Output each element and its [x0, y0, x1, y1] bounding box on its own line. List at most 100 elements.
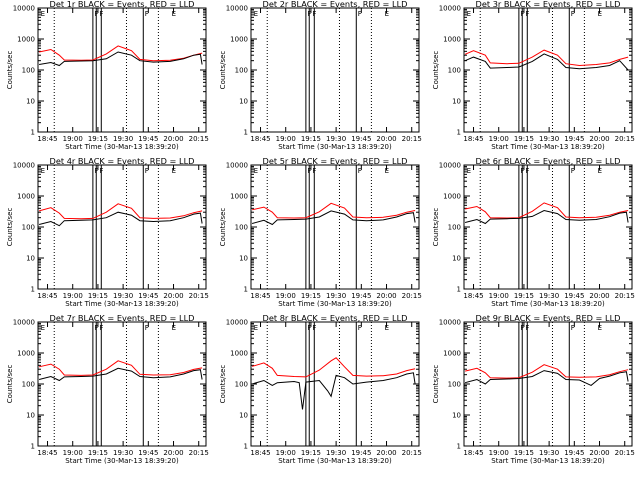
- y-tick-label: 1: [244, 443, 248, 451]
- flag-marker: F: [520, 167, 524, 175]
- x-axis-label: Start Time (30-Mar-13 18:39:20): [278, 300, 392, 308]
- plot-frame: [250, 164, 420, 290]
- y-tick-label: 100: [448, 67, 461, 75]
- x-tick-label: 19:45: [138, 292, 158, 300]
- x-tick-label: 19:15: [301, 449, 321, 457]
- flag-marker: F: [145, 324, 149, 332]
- y-tick-label: 1000: [17, 36, 35, 44]
- x-tick-label: 19:30: [113, 135, 133, 143]
- events-series-line: [464, 370, 629, 386]
- panel-title: Det 9r BLACK = Events, RED = LLD: [476, 313, 621, 323]
- y-tick-label: 10000: [226, 162, 248, 170]
- x-tick-label: 20:15: [189, 292, 209, 300]
- x-axis-label: Start Time (30-Mar-13 18:39:20): [278, 457, 392, 465]
- flag-marker: E: [385, 10, 389, 18]
- y-tick-label: 100: [22, 224, 35, 232]
- x-tick-label: 20:15: [402, 135, 422, 143]
- x-tick-label: 18:45: [37, 292, 57, 300]
- flag-marker: F: [525, 167, 529, 175]
- panel-8: Det 8r BLACK = Events, RED = LLD 1 10 100 10…: [219, 313, 422, 465]
- x-tick-label: 19:15: [88, 449, 108, 457]
- y-tick-label: 1000: [230, 36, 248, 44]
- x-tick-label: 19:15: [514, 292, 534, 300]
- events-series-line: [464, 209, 629, 225]
- panel-title: Det 1r BLACK = Events, RED = LLD: [50, 0, 195, 9]
- x-tick-label: 20:15: [615, 449, 635, 457]
- plot-frame: [37, 164, 207, 290]
- x-tick-label: 20:00: [163, 292, 183, 300]
- x-tick-label: 18:45: [250, 449, 270, 457]
- y-tick-label: 100: [235, 67, 248, 75]
- y-tick-label: 10000: [439, 5, 461, 13]
- lld-series-line: [464, 364, 629, 379]
- panel-title: Det 2r BLACK = Events, RED = LLD: [263, 0, 408, 9]
- y-tick-label: 10: [26, 412, 35, 420]
- x-tick-label: 20:15: [615, 135, 635, 143]
- x-tick-label: 20:15: [189, 449, 209, 457]
- x-tick-label: 19:00: [63, 292, 83, 300]
- y-axis-label: Counts/sec: [6, 51, 14, 90]
- x-tick-label: 18:45: [463, 292, 483, 300]
- flag-marker: F: [571, 324, 575, 332]
- y-tick-label: 10: [452, 412, 461, 420]
- x-tick-label: 19:30: [326, 449, 346, 457]
- panel-9: Det 9r BLACK = Events, RED = LLD 1 10 100 10…: [432, 313, 635, 465]
- panel-title: Det 7r BLACK = Events, RED = LLD: [50, 313, 195, 323]
- x-tick-label: 18:45: [37, 135, 57, 143]
- y-axis-label: Counts/sec: [6, 365, 14, 404]
- y-tick-label: 1000: [230, 193, 248, 201]
- y-tick-label: 1: [31, 129, 35, 137]
- y-tick-label: 10: [452, 255, 461, 263]
- y-tick-label: 1: [31, 443, 35, 451]
- panel-3: Det 3r BLACK = Events, RED = LLD 1 10 100 10…: [432, 0, 635, 151]
- x-tick-label: 19:45: [564, 135, 584, 143]
- x-tick-label: 20:00: [376, 449, 396, 457]
- flag-marker: F: [145, 167, 149, 175]
- flag-marker: E: [41, 167, 45, 175]
- flag-marker: F: [312, 10, 316, 18]
- x-tick-label: 19:30: [326, 292, 346, 300]
- y-tick-label: 100: [235, 381, 248, 389]
- x-tick-label: 20:00: [163, 449, 183, 457]
- y-tick-label: 100: [448, 224, 461, 232]
- flag-marker: E: [172, 10, 176, 18]
- lld-series-line: [38, 45, 203, 62]
- x-tick-label: 18:45: [37, 449, 57, 457]
- y-axis-label: Counts/sec: [432, 208, 440, 247]
- flag-marker: E: [385, 324, 389, 332]
- panel-title: Det 5r BLACK = Events, RED = LLD: [263, 156, 408, 166]
- x-tick-label: 19:00: [276, 135, 296, 143]
- panel-title: Det 3r BLACK = Events, RED = LLD: [476, 0, 621, 9]
- flag-marker: F: [94, 324, 98, 332]
- x-tick-label: 19:30: [113, 449, 133, 457]
- x-tick-label: 20:00: [589, 135, 609, 143]
- x-tick-label: 20:00: [589, 449, 609, 457]
- x-tick-label: 19:00: [489, 292, 509, 300]
- y-tick-label: 10: [239, 255, 248, 263]
- flag-marker: F: [571, 10, 575, 18]
- y-tick-label: 100: [235, 224, 248, 232]
- y-tick-label: 1: [31, 286, 35, 294]
- flag-marker: E: [598, 10, 602, 18]
- y-tick-label: 1: [457, 286, 461, 294]
- flag-marker: E: [172, 167, 176, 175]
- x-tick-label: 19:45: [564, 449, 584, 457]
- x-axis-label: Start Time (30-Mar-13 18:39:20): [491, 143, 605, 151]
- flag-marker: F: [358, 10, 362, 18]
- x-tick-label: 18:45: [463, 449, 483, 457]
- flag-marker: E: [467, 167, 471, 175]
- lld-series-line: [38, 360, 203, 376]
- flag-marker: F: [145, 10, 149, 18]
- flag-marker: E: [467, 10, 471, 18]
- y-tick-label: 1000: [17, 350, 35, 358]
- y-tick-label: 1000: [443, 350, 461, 358]
- flag-marker: E: [598, 167, 602, 175]
- x-tick-label: 20:15: [189, 135, 209, 143]
- x-tick-label: 20:15: [402, 449, 422, 457]
- flag-marker: F: [99, 167, 103, 175]
- flag-marker: F: [358, 324, 362, 332]
- y-tick-label: 1: [244, 129, 248, 137]
- events-series-line: [251, 210, 416, 226]
- flag-marker: F: [94, 10, 98, 18]
- events-series-line: [464, 53, 629, 71]
